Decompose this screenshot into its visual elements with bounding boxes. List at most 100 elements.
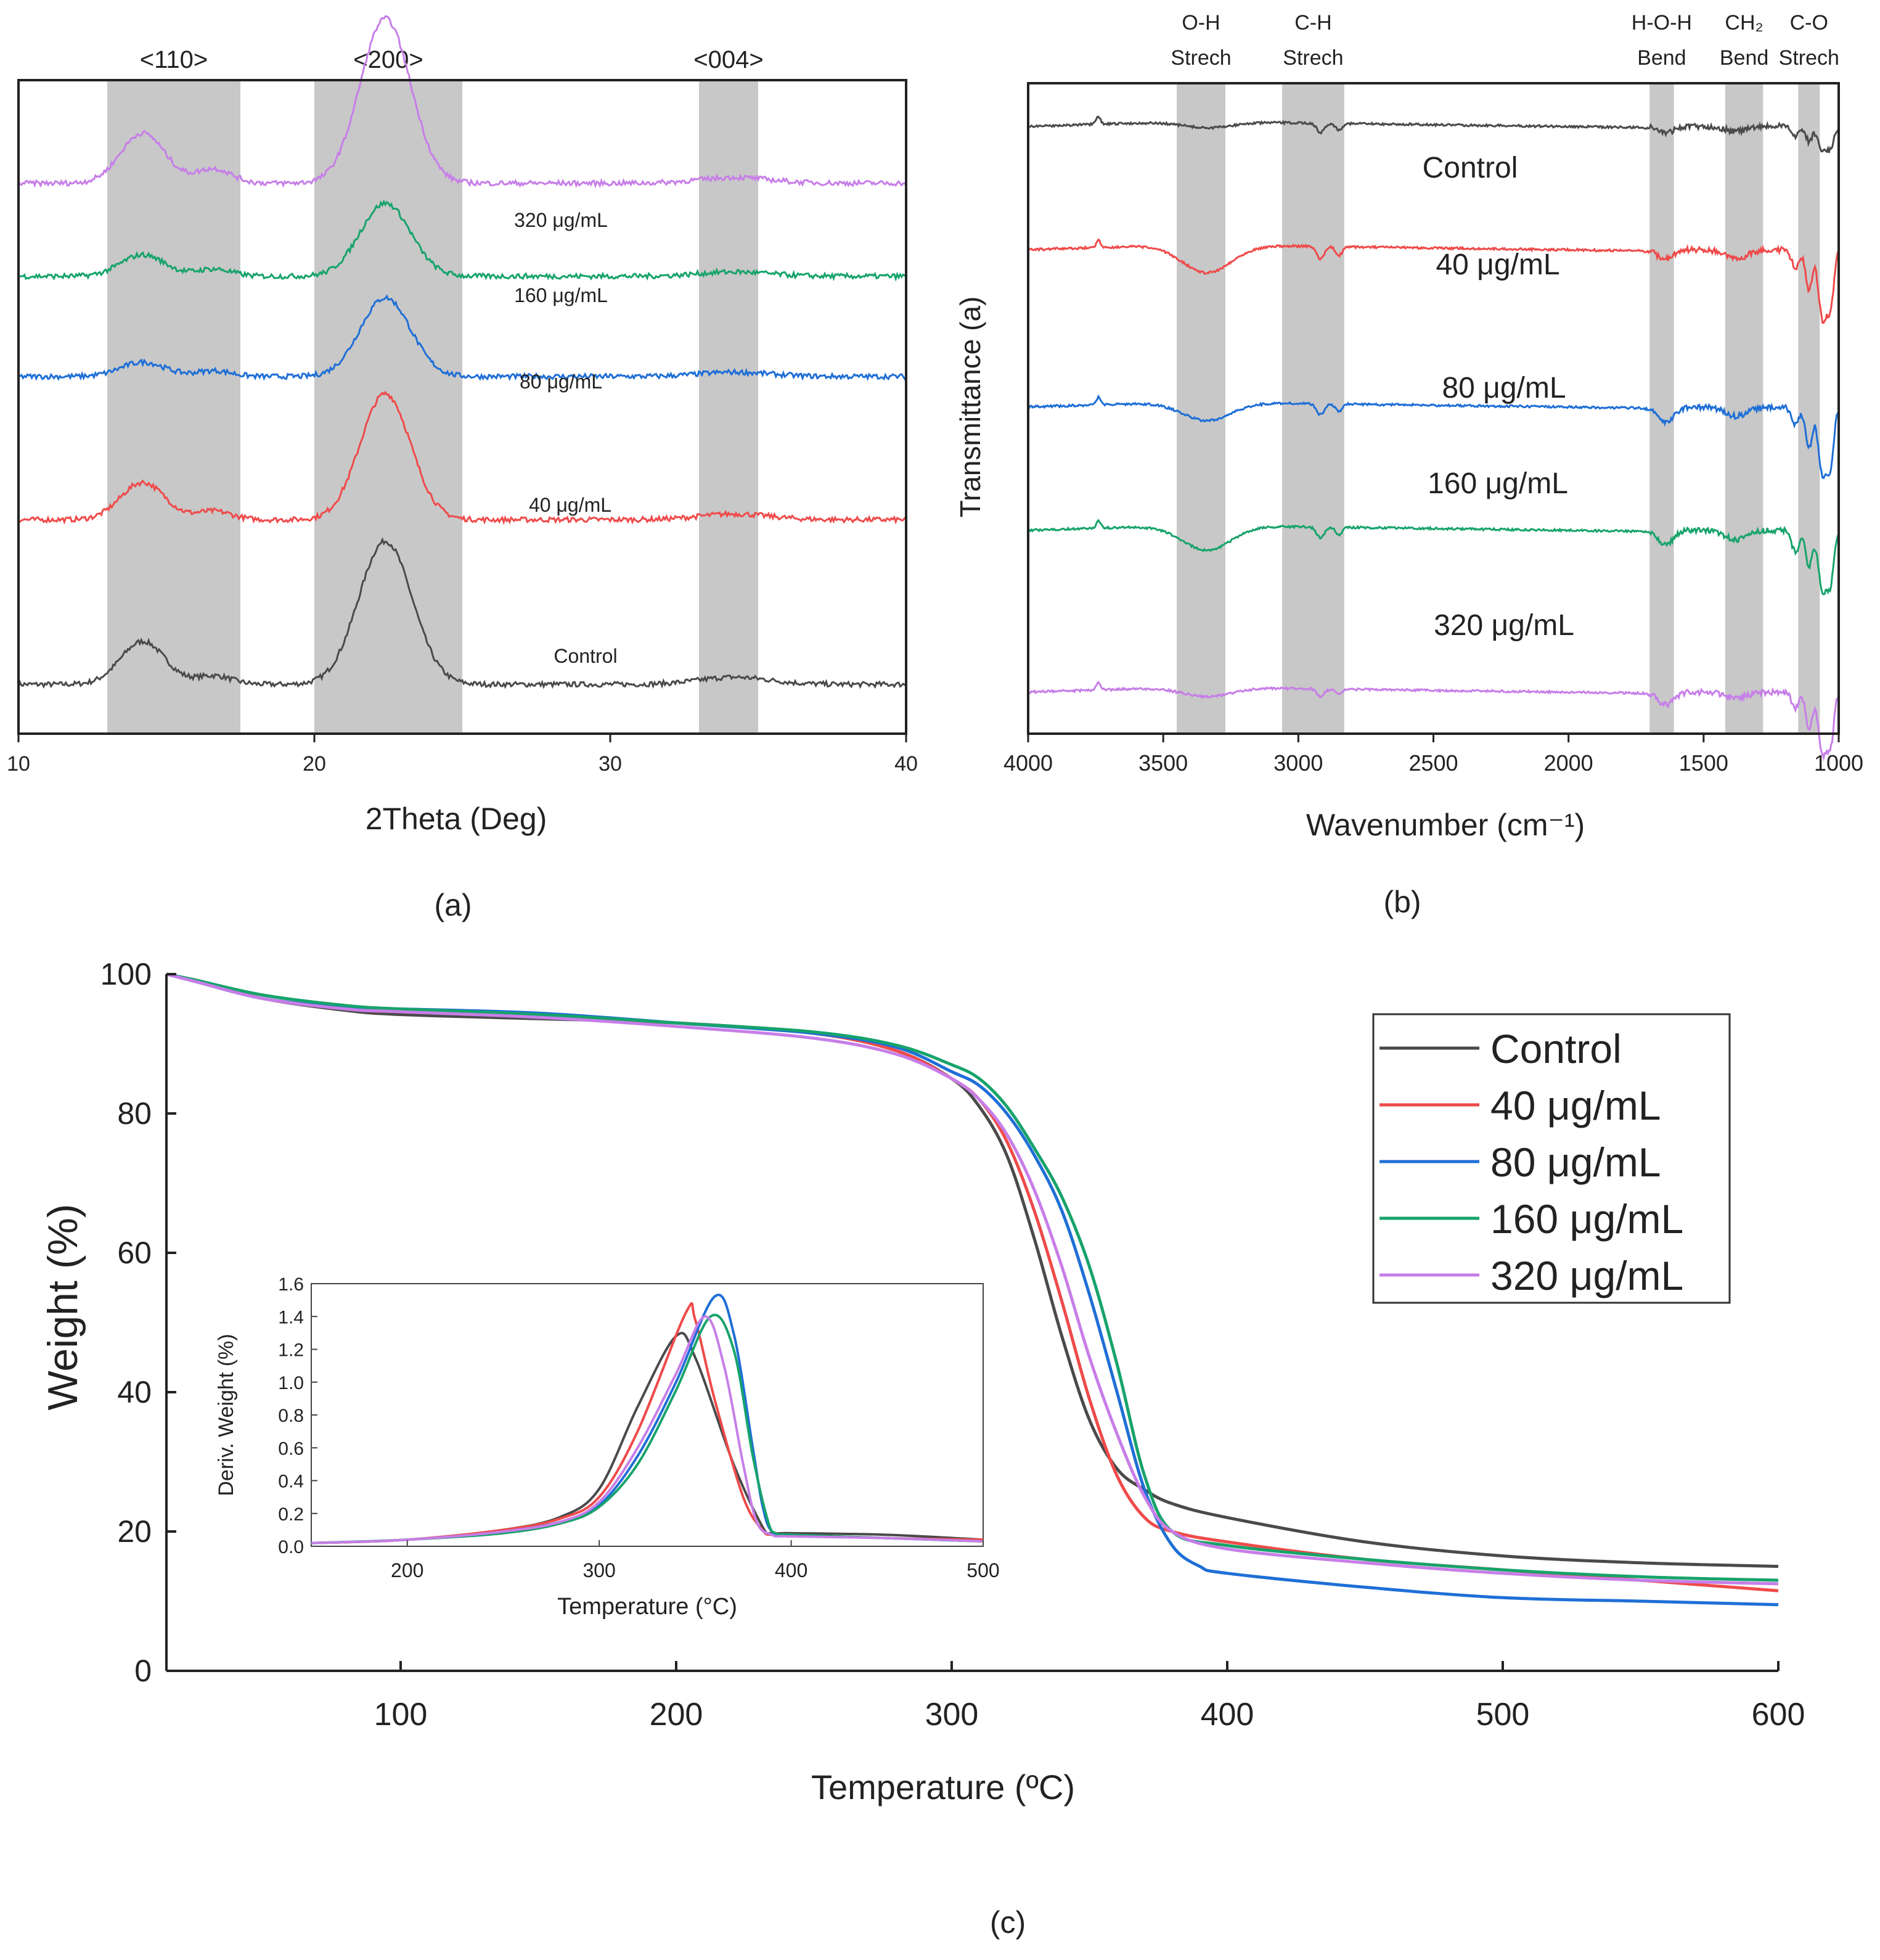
ftir-x-ticks: 4000 3500 3000 2500 2000 1500 1000	[1003, 734, 1863, 776]
ftir-tick-label-4000: 4000	[1003, 750, 1053, 776]
ftir-series-control	[1028, 115, 1840, 154]
ftir-bands: O-H Strech C-H Strech H-O-H Bend CH₂ Bend C-O Str…	[1171, 11, 1839, 734]
inset-y-tick-label-1.4: 1.4	[278, 1307, 304, 1327]
tga-x-tick-label-500: 500	[1476, 1697, 1530, 1732]
inset-x-tick-label-400: 400	[775, 1559, 807, 1581]
ftir-tick-label-3000: 3000	[1273, 750, 1323, 776]
ftir-band-label-c-h: C-H	[1294, 11, 1331, 35]
inset-y-tick-label-1.6: 1.6	[278, 1274, 304, 1295]
ftir-band-sublabel-c-h: Strech	[1283, 46, 1343, 70]
ftir-series-lines: Control 40 μg/mL 80 μg/mL 160 μg/mL 320 μg/m…	[1027, 115, 1840, 762]
tga-y-tick-label-100: 100	[100, 957, 152, 991]
inset-frame	[311, 1283, 984, 1547]
tga-axes: 100 200 300 400 500 600 0 20 40 60 80 100	[100, 957, 1805, 1732]
inset-y-tick-label-1.0: 1.0	[278, 1373, 304, 1393]
ftir-tick-label-2500: 2500	[1408, 750, 1458, 776]
xrd-series-label-320-g-ml: 320 μg/mL	[514, 209, 608, 231]
tga-legend-label-80-g-ml: 80 μg/mL	[1490, 1139, 1661, 1185]
ftir-series-label-control: Control	[1423, 152, 1518, 184]
tga-x-tick-label-100: 100	[374, 1697, 428, 1732]
tga-legend: Control 40 μg/mL 80 μg/mL 160 μg/mL 320 μg/m…	[1372, 1013, 1731, 1304]
ftir-series-label-160-g-ml: 160 μg/mL	[1428, 467, 1568, 500]
tga-y-tick-label-0: 0	[134, 1654, 152, 1688]
tga-x-tick-label-200: 200	[650, 1697, 703, 1732]
tga-x-tick-label-300: 300	[925, 1697, 979, 1732]
ftir-panel: O-H Strech C-H Strech H-O-H Bend CH₂ Bend C-O Str…	[954, 11, 1863, 919]
xrd-tick-label-10: 10	[7, 752, 30, 776]
xrd-series-40-g-ml	[18, 390, 907, 525]
ftir-series-80-g-ml	[1028, 394, 1840, 480]
tga-legend-label-control: Control	[1490, 1026, 1622, 1072]
ftir-band-sublabel-o-h: Strech	[1171, 46, 1231, 70]
inset-y-axis-label: Deriv. Weight (%)	[215, 1334, 238, 1496]
ftir-band-h-o-h	[1649, 83, 1674, 734]
ftir-panel-label: (b)	[1383, 885, 1421, 919]
tga-series-320-g-ml	[166, 972, 1779, 1586]
xrd-series-320-g-ml	[17, 15, 907, 189]
ftir-band-c-o	[1798, 83, 1820, 734]
xrd-band-110	[107, 80, 240, 734]
xrd-series-control	[17, 537, 907, 689]
inset-y-tick-label-0.6: 0.6	[278, 1438, 304, 1459]
ftir-band-label-ch: CH₂	[1725, 11, 1763, 35]
xrd-series-80-g-ml	[18, 294, 907, 381]
ftir-band-sublabel-ch: Bend	[1720, 46, 1768, 70]
xrd-x-axis-label: 2Theta (Deg)	[366, 802, 547, 836]
ftir-series-320-g-ml	[1028, 681, 1840, 762]
xrd-tick-label-30: 30	[599, 752, 622, 776]
inset-y-tick-label-0.2: 0.2	[278, 1504, 304, 1525]
ftir-series-label-40-g-ml: 40 μg/mL	[1436, 248, 1559, 281]
tga-panel-label: (c)	[990, 1905, 1026, 1940]
xrd-band-label-004: <004>	[693, 46, 763, 73]
inset-y-tick-label-1.2: 1.2	[278, 1340, 304, 1361]
xrd-band-004	[699, 80, 758, 734]
inset-series-160-g-ml	[311, 1313, 984, 1544]
xrd-x-ticks: 10 20 30 40	[7, 734, 918, 776]
xrd-panel: <110> <200> <004> Control 40 μg/mL 80 μg/mL 1…	[7, 15, 918, 922]
tga-x-tick-label-600: 600	[1752, 1697, 1805, 1732]
ftir-band-label-c-o: C-O	[1790, 11, 1828, 35]
inset-series-320-g-ml	[311, 1315, 984, 1544]
tga-series-control	[166, 972, 1779, 1568]
tga-y-axis-label: Weight (%)	[39, 1203, 86, 1410]
ftir-tick-label-3500: 3500	[1138, 750, 1188, 776]
xrd-series-160-g-ml	[18, 199, 907, 282]
xrd-tick-label-40: 40	[894, 752, 918, 776]
ftir-band-label-o-h: O-H	[1182, 11, 1220, 35]
ftir-x-axis-label: Wavenumber (cm⁻¹)	[1306, 808, 1585, 842]
xrd-series-label-40-g-ml: 40 μg/mL	[529, 494, 611, 516]
tga-y-tick-label-60: 60	[117, 1236, 152, 1270]
xrd-series-label-160-g-ml: 160 μg/mL	[514, 284, 608, 306]
ftir-band-o-h	[1177, 83, 1225, 734]
ftir-tick-label-1500: 1500	[1679, 750, 1728, 776]
tga-y-tick-label-80: 80	[117, 1096, 152, 1131]
ftir-series-40-g-ml	[1027, 238, 1840, 324]
xrd-series-label-80-g-ml: 80 μg/mL	[520, 371, 602, 393]
ftir-band-label-h-o-h: H-O-H	[1632, 11, 1692, 35]
inset-y-tick-label-0.0: 0.0	[278, 1537, 304, 1557]
tga-x-axis-label: Temperature (ºC)	[811, 1768, 1075, 1806]
ftir-series-label-320-g-ml: 320 μg/mL	[1434, 609, 1574, 642]
ftir-series-160-g-ml	[1028, 519, 1840, 596]
xrd-plot-frame	[17, 79, 907, 735]
xrd-band-200	[314, 80, 462, 734]
xrd-tick-label-20: 20	[303, 752, 326, 776]
xrd-band-label-200: <200>	[353, 46, 423, 73]
tga-x-tick-label-400: 400	[1201, 1697, 1254, 1732]
tga-y-tick-label-40: 40	[117, 1375, 152, 1409]
ftir-tick-label-2000: 2000	[1544, 750, 1593, 776]
ftir-band-c-h	[1282, 83, 1344, 734]
xrd-band-label-110: <110>	[140, 46, 208, 73]
tga-legend-label-320-g-ml: 320 μg/mL	[1490, 1253, 1683, 1298]
inset-y-tick-label-0.4: 0.4	[278, 1472, 304, 1492]
tga-legend-label-40-g-ml: 40 μg/mL	[1490, 1083, 1661, 1128]
inset-x-axis-label: Temperature (°C)	[557, 1594, 737, 1620]
ftir-y-axis-label: Transmittance (a)	[954, 297, 986, 518]
tga-legend-label-160-g-ml: 160 μg/mL	[1490, 1196, 1683, 1242]
xrd-panel-label: (a)	[434, 888, 472, 922]
xrd-series-lines: Control 40 μg/mL 80 μg/mL 160 μg/mL 320 μg/m…	[17, 15, 907, 689]
ftir-band-sublabel-h-o-h: Bend	[1637, 46, 1686, 70]
tga-series-lines	[166, 972, 1779, 1607]
ftir-series-label-80-g-ml: 80 μg/mL	[1442, 372, 1566, 404]
